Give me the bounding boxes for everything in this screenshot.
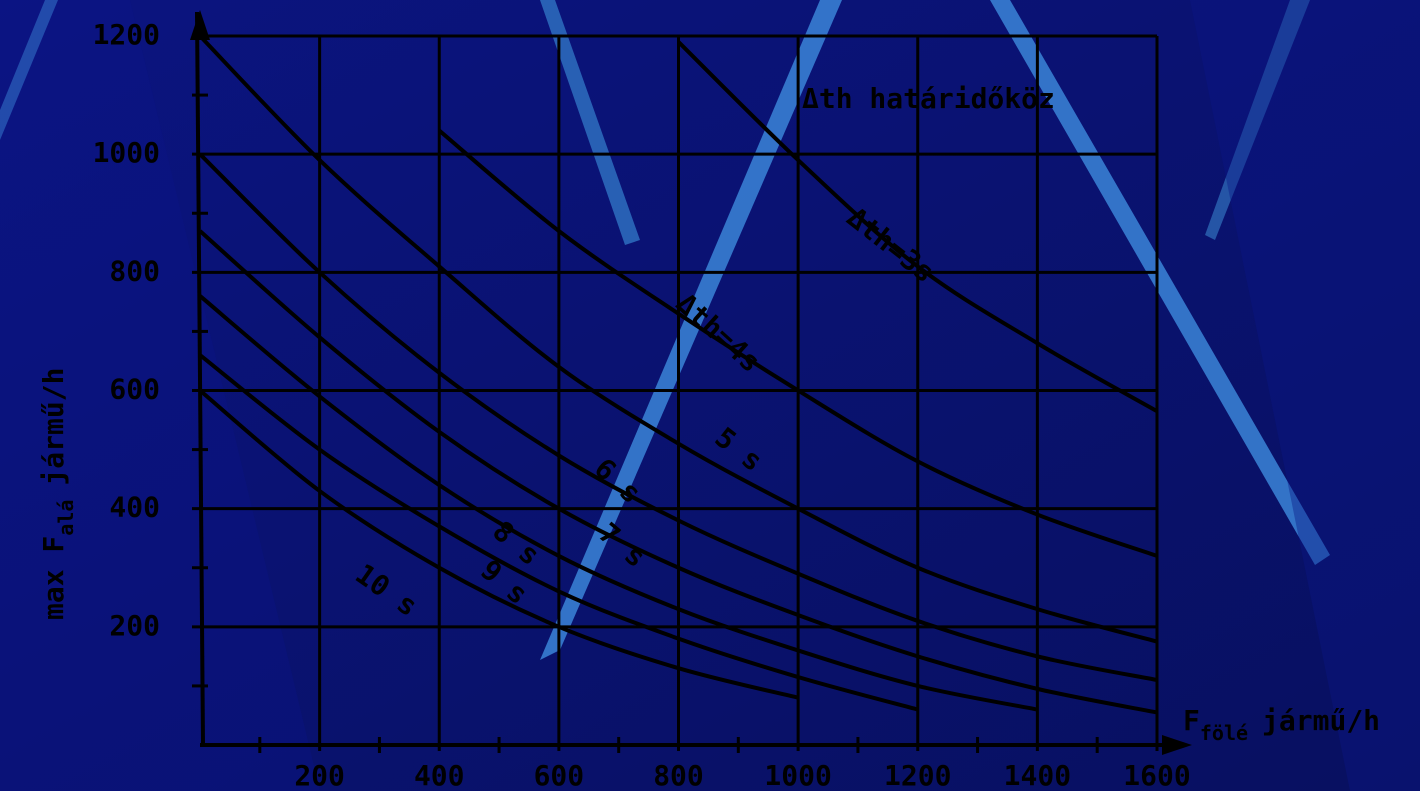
curve bbox=[198, 353, 919, 712]
curve bbox=[677, 40, 1158, 413]
curve bbox=[198, 34, 1158, 644]
x-axis-label: Ffölé jármű/h bbox=[1183, 704, 1380, 745]
x-tick-label: 600 bbox=[534, 759, 585, 791]
x-axis-arrow bbox=[1162, 735, 1192, 755]
y-axis-arrow bbox=[190, 10, 210, 40]
y-tick-label: 200 bbox=[109, 609, 160, 642]
curve bbox=[198, 294, 1038, 712]
x-label-sub: fölé bbox=[1200, 721, 1248, 745]
y-label-unit: jármű/h bbox=[37, 368, 70, 486]
curve bbox=[198, 388, 799, 700]
x-tick-label: 800 bbox=[653, 759, 704, 791]
x-tick-label: 1400 bbox=[1004, 759, 1071, 791]
x-tick-label: 200 bbox=[294, 759, 345, 791]
curve bbox=[437, 129, 1158, 558]
x-tick-label: 1200 bbox=[884, 759, 951, 791]
annotation: Δth határidőköz bbox=[802, 82, 1055, 115]
x-label-main: F bbox=[1183, 704, 1200, 737]
x-tick-label: 1600 bbox=[1123, 759, 1190, 791]
y-tick-label: 600 bbox=[109, 373, 160, 406]
y-tick-label: 400 bbox=[109, 491, 160, 524]
curve bbox=[198, 229, 1158, 715]
y-label-main: max F bbox=[37, 536, 70, 620]
x-tick-label: 1000 bbox=[764, 759, 831, 791]
curve bbox=[198, 152, 1158, 682]
x-tick-label: 400 bbox=[414, 759, 465, 791]
y-axis-label: max Falá jármű/h bbox=[37, 368, 78, 620]
x-label-unit: jármű/h bbox=[1262, 704, 1380, 737]
y-tick-label: 1200 bbox=[93, 18, 160, 51]
y-tick-label: 800 bbox=[109, 254, 160, 287]
y-label-sub: alá bbox=[54, 500, 78, 536]
y-axis-title: max Falá jármű/h bbox=[37, 368, 78, 620]
y-tick-label: 1000 bbox=[93, 136, 160, 169]
y-axis bbox=[195, 11, 205, 746]
